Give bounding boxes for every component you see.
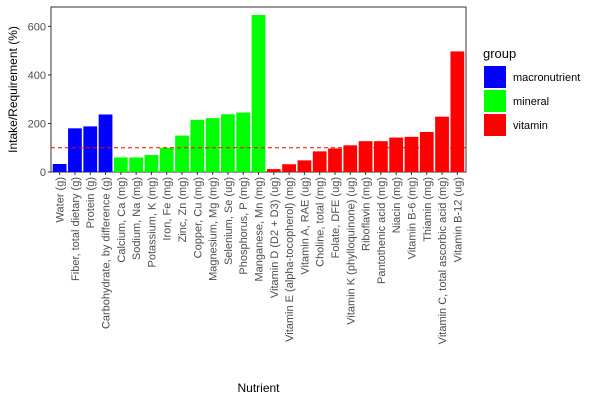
bar-23 xyxy=(404,136,419,172)
bars-layer xyxy=(52,15,465,173)
bar-11 xyxy=(221,114,235,172)
bar-22 xyxy=(389,137,404,172)
y-axis: 0 200 400 600 xyxy=(28,21,51,179)
bar-14 xyxy=(266,169,281,172)
x-tick-label-7: Iron, Fe (mg) xyxy=(162,177,174,241)
legend-swatch-vitamin xyxy=(484,114,506,136)
bar-24 xyxy=(419,131,434,172)
x-tick-label-19: Vitamin K (phylloquinone) (ug) xyxy=(345,177,357,325)
x-tick-label-14: Vitamin D (D2 + D3) (ug) xyxy=(269,177,281,298)
y-tick-label-0: 0 xyxy=(40,167,46,179)
bar-0 xyxy=(52,163,67,172)
x-tick-label-24: Thiamin (mg) xyxy=(422,177,434,242)
bar-9 xyxy=(190,119,205,172)
bar-8 xyxy=(175,135,189,172)
x-tick-label-22: Niacin (mg) xyxy=(391,177,403,233)
x-tick-label-2: Protein (g) xyxy=(85,177,97,228)
bar-6 xyxy=(144,155,159,172)
bar-19 xyxy=(343,145,358,172)
x-tick-label-6: Potassium, K (mg) xyxy=(146,177,158,267)
legend-label-mineral: mineral xyxy=(513,96,549,108)
x-tick-label-8: Zinc, Zn (mg) xyxy=(177,177,189,242)
bar-5 xyxy=(129,157,144,172)
legend-label-macronutrient: macronutrient xyxy=(513,72,580,84)
bar-15 xyxy=(282,164,296,172)
legend-swatch-macronutrient xyxy=(484,66,506,88)
x-tick-label-5: Sodium, Na (mg) xyxy=(131,177,143,260)
x-tick-label-12: Phosphorus, P (mg) xyxy=(238,177,250,275)
bar-1 xyxy=(68,128,82,172)
bar-4 xyxy=(113,157,128,172)
bar-3 xyxy=(98,114,113,172)
x-tick-label-21: Pantothenic acid (mg) xyxy=(376,177,388,284)
legend-swatch-mineral xyxy=(484,90,506,112)
x-tick-label-26: Vitamin B-12 (ug) xyxy=(452,177,464,262)
y-tick-label-2: 400 xyxy=(28,70,46,82)
x-tick-label-0: Water (g) xyxy=(55,177,67,222)
x-tick-label-17: Choline, total (mg) xyxy=(315,177,327,267)
x-axis: Water (g) Fiber, total dietary (g) Protein… xyxy=(55,172,464,344)
x-tick-label-18: Folate, DFE (ug) xyxy=(330,177,342,258)
bar-16 xyxy=(297,160,312,172)
x-tick-label-4: Calcium, Ca (mg) xyxy=(116,177,128,263)
legend-title: group xyxy=(483,46,516,61)
x-tick-label-13: Manganese, Mn (mg) xyxy=(254,177,266,282)
bar-21 xyxy=(373,141,388,172)
x-tick-label-9: Copper, Cu (mg) xyxy=(192,177,204,258)
x-tick-label-3: Carbohydrate, by difference (g) xyxy=(101,177,113,329)
x-tick-label-11: Selenium, Se (ug) xyxy=(223,177,235,265)
bar-13 xyxy=(251,15,266,173)
x-tick-label-10: Magnesium, Mg (mg) xyxy=(208,177,220,281)
bar-7 xyxy=(159,147,174,172)
x-tick-label-20: Riboflavin (mg) xyxy=(361,177,373,251)
y-tick-label-3: 600 xyxy=(28,21,46,33)
y-axis-title: Intake/Requirement (%) xyxy=(6,26,20,153)
bar-26 xyxy=(450,51,465,172)
legend: group macronutrient mineral vitamin xyxy=(483,46,580,136)
x-axis-title: Nutrient xyxy=(237,381,280,395)
bar-25 xyxy=(435,116,449,172)
bar-18 xyxy=(328,148,342,172)
bar-2 xyxy=(83,126,98,172)
bar-12 xyxy=(236,112,251,172)
bar-10 xyxy=(205,118,220,172)
legend-label-vitamin: vitamin xyxy=(513,120,548,132)
x-tick-label-15: Vitamin E (alpha-tocopherol) (mg) xyxy=(284,177,296,342)
bar-17 xyxy=(312,151,327,173)
x-tick-label-1: Fiber, total dietary (g) xyxy=(70,177,82,281)
x-tick-label-25: Vitamin C, total ascorbic acid (mg) xyxy=(437,177,449,344)
x-tick-label-16: Vitamin A, RAE (ug) xyxy=(299,177,311,275)
y-tick-label-1: 200 xyxy=(28,118,46,130)
bar-20 xyxy=(358,141,373,172)
x-tick-label-23: Vitamin B-6 (mg) xyxy=(406,177,418,259)
